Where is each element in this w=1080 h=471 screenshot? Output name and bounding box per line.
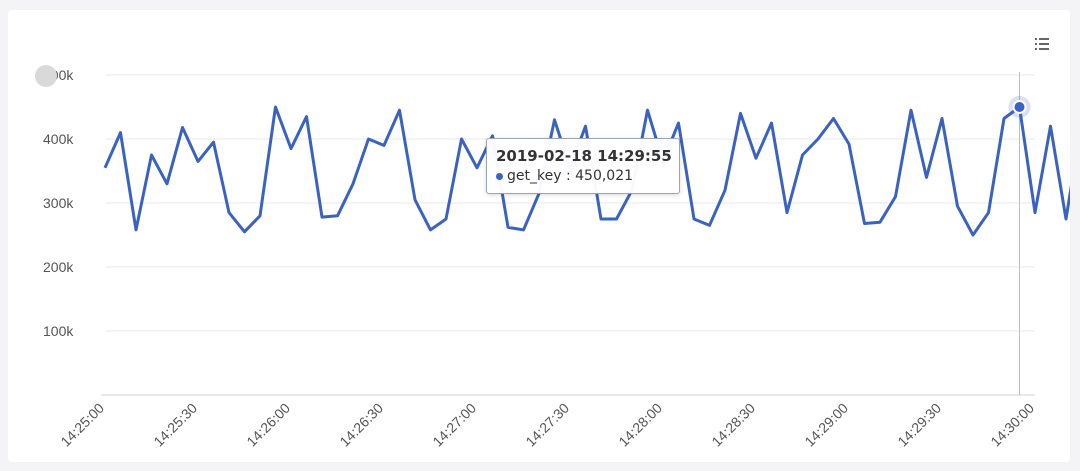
list-menu-icon[interactable] [1035,37,1049,51]
data-point[interactable] [412,197,418,203]
data-point[interactable] [459,136,465,142]
data-point[interactable] [350,181,356,187]
series-line-get_key [103,105,1070,237]
x-tick-label: 14:29:30 [894,400,944,450]
data-point[interactable] [862,220,868,226]
data-point[interactable] [1001,116,1007,122]
data-point[interactable] [986,210,992,216]
data-point[interactable] [1048,123,1054,129]
data-point[interactable] [877,219,883,225]
data-point[interactable] [428,227,434,233]
data-point[interactable] [691,216,697,222]
x-tick-label: 14:25:00 [57,400,107,450]
data-point[interactable] [102,165,108,171]
data-point[interactable] [381,142,387,148]
data-point[interactable] [831,116,837,122]
data-point[interactable] [784,210,790,216]
x-tick-label: 14:30:00 [987,400,1037,450]
data-point[interactable] [955,203,961,209]
data-point[interactable] [738,110,744,116]
data-point[interactable] [164,181,170,187]
data-point[interactable] [521,227,527,233]
tooltip-row: get_key : 450,021 [496,166,670,186]
data-point[interactable] [598,216,604,222]
tooltip-value: 450,021 [575,168,634,184]
data-point[interactable] [676,120,682,126]
data-point[interactable] [149,152,155,158]
x-tick-label: 14:25:30 [150,400,200,450]
data-point[interactable] [505,224,511,230]
data-point[interactable] [397,107,403,113]
hover-point[interactable] [1012,99,1027,114]
data-point[interactable] [226,210,232,216]
data-point[interactable] [288,146,294,152]
data-point[interactable] [195,158,201,164]
data-point[interactable] [443,216,449,222]
y-tick-label: 200k [43,259,74,275]
tooltip-title: 2019-02-18 14:29:55 [496,147,672,165]
data-point[interactable] [924,174,930,180]
data-point[interactable] [474,165,480,171]
data-point[interactable] [908,107,914,113]
data-point[interactable] [893,194,899,200]
x-tick-label: 14:26:00 [243,400,293,450]
data-point[interactable] [304,114,310,120]
data-point[interactable] [335,213,341,219]
data-point[interactable] [815,136,821,142]
x-tick-label: 14:28:30 [708,400,758,450]
y-tick-label: 400k [43,131,74,147]
data-point[interactable] [753,155,759,161]
data-point[interactable] [180,124,186,130]
data-point[interactable] [133,227,139,233]
data-point[interactable] [242,229,248,235]
tooltip-series-name: get_key [507,168,562,184]
data-point[interactable] [1032,210,1038,216]
x-tick-label: 14:27:00 [429,400,479,450]
data-point[interactable] [273,104,279,110]
data-point[interactable] [211,139,217,145]
data-point[interactable] [1063,216,1069,222]
x-tick-label: 14:28:00 [615,400,665,450]
data-point[interactable] [722,187,728,193]
data-point[interactable] [552,117,558,123]
x-tick-label: 14:26:30 [336,400,386,450]
data-point[interactable] [118,130,124,136]
tooltip: 2019-02-18 14:29:55 get_key : 450,021 [486,138,680,194]
data-point[interactable] [939,116,945,122]
data-point[interactable] [614,216,620,222]
data-point[interactable] [319,214,325,220]
x-tick-label: 14:29:00 [801,400,851,450]
data-point[interactable] [645,107,651,113]
y-tick-label: 100k [43,323,74,339]
data-point[interactable] [257,213,263,219]
data-point[interactable] [846,141,852,147]
data-point[interactable] [366,136,372,142]
chart-card: 100k 200k 300k 400k 500k 14:25:00 14:25:30 14:… [8,10,1070,462]
series-dot-icon [496,172,503,180]
data-point[interactable] [800,152,806,158]
data-point[interactable] [769,120,775,126]
data-point[interactable] [707,222,713,228]
x-tick-label: 14:27:30 [522,400,572,450]
reset-zoom-icon[interactable] [35,65,57,87]
y-tick-label: 300k [43,195,74,211]
data-point[interactable] [970,232,976,238]
data-point[interactable] [583,123,589,129]
